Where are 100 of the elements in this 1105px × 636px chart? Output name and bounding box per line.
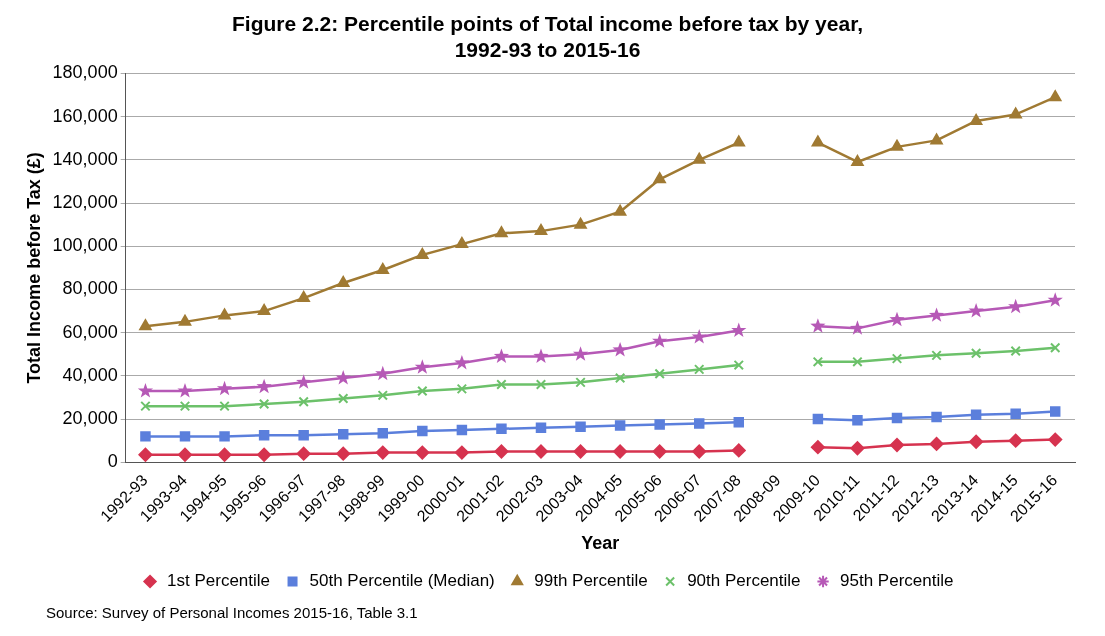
point — [178, 447, 192, 462]
point — [377, 427, 389, 439]
point — [575, 421, 586, 432]
point — [376, 263, 389, 275]
point — [534, 224, 548, 236]
point — [257, 447, 272, 462]
point — [693, 418, 705, 429]
point — [456, 383, 468, 395]
point — [337, 393, 349, 404]
point — [652, 333, 668, 348]
point — [968, 303, 984, 318]
point — [535, 422, 547, 433]
point — [1009, 107, 1022, 119]
legend-label: 95th Percentile — [840, 571, 954, 591]
point — [217, 447, 232, 462]
point — [257, 304, 271, 316]
point — [573, 444, 588, 459]
point — [613, 444, 628, 459]
point — [1048, 432, 1063, 447]
point — [1010, 345, 1021, 357]
x-axis-title: Year — [581, 533, 620, 554]
point — [416, 247, 429, 259]
point — [297, 291, 310, 303]
point — [336, 446, 351, 461]
point — [258, 430, 270, 441]
point — [179, 431, 191, 442]
point — [455, 237, 469, 249]
point — [614, 372, 626, 384]
point — [928, 307, 945, 322]
point — [298, 396, 309, 408]
point — [179, 400, 191, 412]
point — [612, 341, 628, 357]
point — [219, 431, 230, 442]
point — [572, 346, 589, 361]
point — [140, 431, 151, 442]
point — [692, 444, 707, 459]
point — [138, 447, 153, 462]
y-tick-label: 80,000 — [62, 278, 118, 299]
source-note: Source: Survey of Personal Incomes 2015-16, Table 3.1 — [46, 604, 418, 621]
point — [1049, 406, 1061, 417]
point — [852, 414, 863, 426]
point — [535, 379, 547, 390]
point — [178, 314, 192, 326]
point — [1010, 408, 1021, 419]
point — [414, 359, 430, 374]
point — [733, 417, 745, 428]
point — [930, 133, 943, 145]
point — [494, 444, 509, 459]
point — [534, 444, 548, 459]
point — [970, 347, 982, 359]
point — [652, 444, 667, 459]
point — [653, 172, 666, 184]
y-tick-label: 180,000 — [52, 62, 118, 83]
point — [731, 443, 746, 458]
point — [1049, 90, 1062, 102]
point — [454, 354, 470, 370]
point — [849, 320, 866, 335]
y-tick-label: 140,000 — [52, 148, 118, 169]
point — [137, 383, 154, 398]
y-tick-label: 100,000 — [52, 235, 118, 256]
point — [375, 445, 390, 460]
legend-label: 90th Percentile — [687, 571, 801, 591]
point — [693, 152, 706, 164]
point — [218, 308, 231, 320]
point — [256, 378, 272, 394]
point — [377, 390, 389, 401]
point — [296, 446, 311, 461]
point — [614, 420, 626, 431]
point — [1008, 298, 1024, 314]
y-tick-label: 160,000 — [52, 105, 118, 126]
point — [375, 365, 391, 381]
point — [1047, 292, 1063, 307]
point — [732, 135, 745, 147]
point — [417, 385, 428, 397]
chart-title: Figure 2.2: Percentile points of Total income before tax by year, 1992-93 to 2015-16 — [232, 12, 863, 61]
legend-label: 1st Percentile — [167, 571, 271, 591]
point — [654, 368, 665, 379]
point — [693, 364, 705, 375]
point — [890, 139, 904, 151]
point — [296, 374, 312, 389]
point — [496, 423, 507, 435]
point — [496, 379, 507, 390]
point — [1049, 342, 1061, 354]
point — [258, 398, 270, 410]
point — [417, 425, 428, 437]
point — [219, 400, 230, 412]
point — [298, 430, 309, 441]
point — [574, 217, 587, 229]
legend-label: 99th Percentile — [534, 571, 648, 591]
y-tick-label: 20,000 — [62, 408, 118, 429]
point — [533, 348, 549, 363]
point — [929, 436, 944, 451]
legend-label: 50th Percentile (Median) — [309, 571, 495, 591]
point — [931, 350, 942, 361]
point — [216, 380, 233, 396]
point — [454, 445, 469, 460]
y-tick-label: 0 — [107, 451, 118, 472]
point — [493, 348, 510, 363]
point — [575, 377, 586, 388]
point — [850, 441, 865, 456]
